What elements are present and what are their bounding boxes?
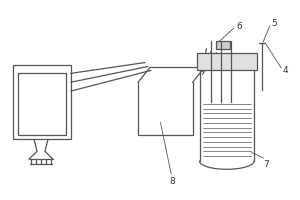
Text: 7: 7	[263, 160, 269, 169]
Text: 8: 8	[169, 177, 175, 186]
Bar	[13, 65, 71, 139]
Text: 5: 5	[271, 19, 277, 28]
Bar	[18, 73, 66, 135]
Bar	[216, 41, 230, 49]
Text: 4: 4	[283, 66, 288, 75]
Bar	[196, 53, 257, 70]
Text: 6: 6	[236, 22, 242, 31]
